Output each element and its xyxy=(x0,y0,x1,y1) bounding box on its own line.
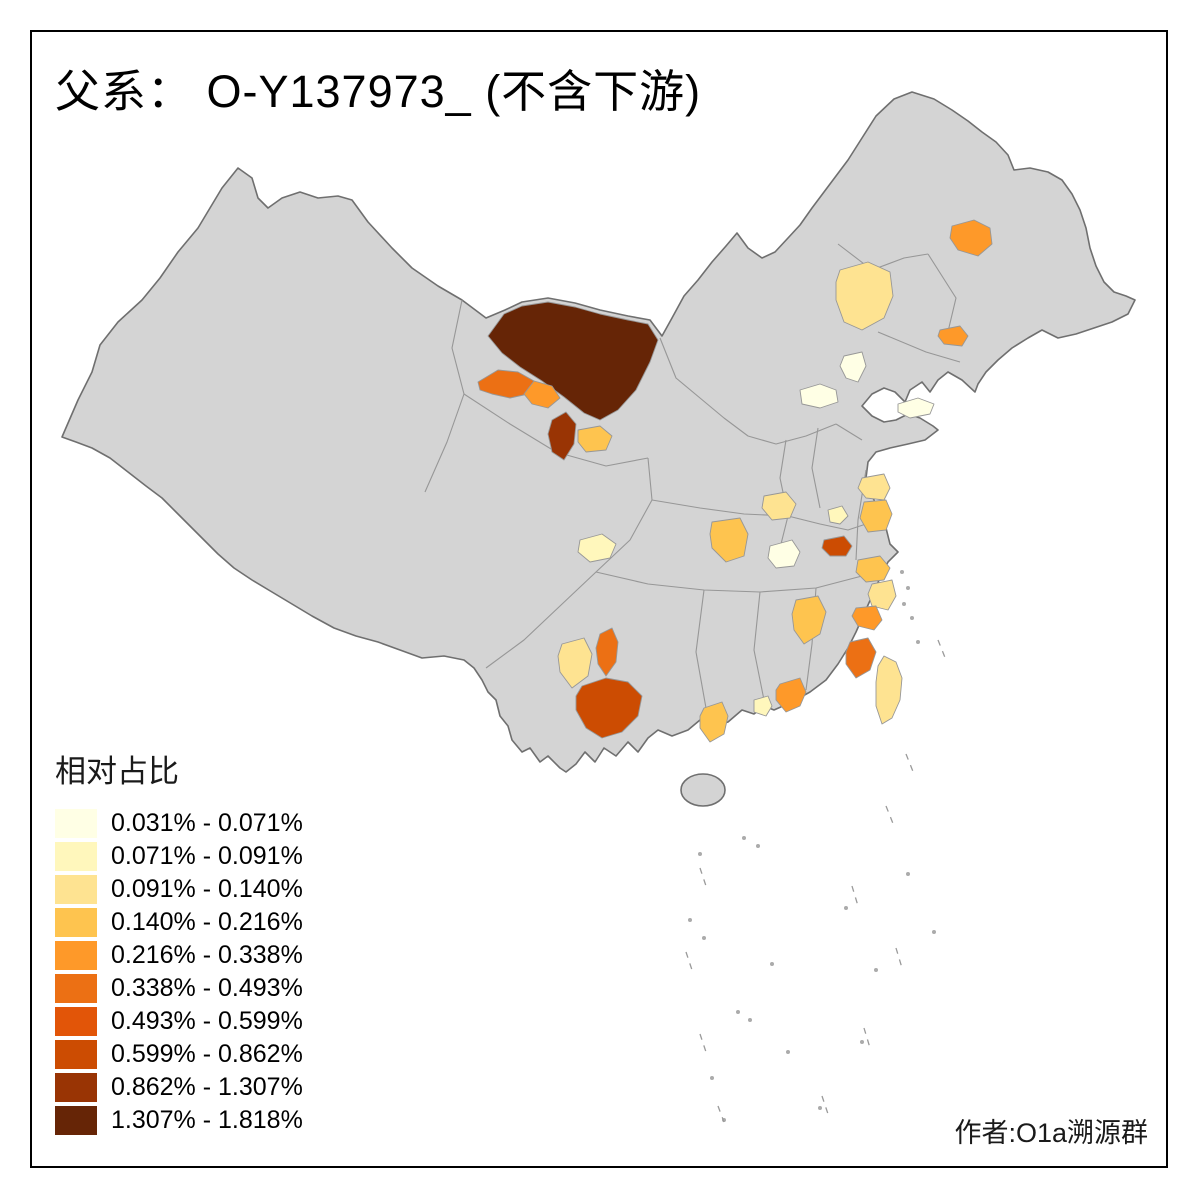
legend-row: 0.493% - 0.599% xyxy=(55,1005,303,1038)
map-region xyxy=(709,517,749,563)
legend-row: 0.071% - 0.091% xyxy=(55,840,303,873)
legend-swatch xyxy=(55,809,97,838)
legend-label: 0.031% - 0.071% xyxy=(111,809,303,837)
map-region xyxy=(897,397,935,419)
map-region xyxy=(767,539,801,569)
legend-swatch xyxy=(55,908,97,937)
legend-row: 0.338% - 0.493% xyxy=(55,972,303,1005)
author-credit: 作者:O1a溯源群 xyxy=(954,1118,1148,1148)
legend-row: 0.140% - 0.216% xyxy=(55,906,303,939)
legend-label: 0.599% - 0.862% xyxy=(111,1040,303,1068)
legend-row: 0.091% - 0.140% xyxy=(55,873,303,906)
map-region xyxy=(761,491,797,521)
legend-label: 0.862% - 1.307% xyxy=(111,1073,303,1101)
map-region xyxy=(859,499,893,533)
map-region xyxy=(851,605,883,631)
map-region xyxy=(937,325,969,347)
map-region xyxy=(821,535,853,557)
hainan-island-shape xyxy=(680,773,726,807)
legend-swatch xyxy=(55,1106,97,1135)
map-region xyxy=(575,677,643,739)
map-region xyxy=(839,351,867,383)
legend-swatch xyxy=(55,875,97,904)
map-region xyxy=(799,383,839,409)
legend-label: 0.140% - 0.216% xyxy=(111,908,303,936)
plot-title: 父系： O-Y137973_ (不含下游) xyxy=(55,66,702,117)
legend-row: 0.031% - 0.071% xyxy=(55,807,303,840)
map-region xyxy=(855,555,891,583)
legend-row: 0.216% - 0.338% xyxy=(55,939,303,972)
legend-swatch xyxy=(55,1007,97,1036)
legend-row: 0.599% - 0.862% xyxy=(55,1038,303,1071)
map-region xyxy=(487,301,659,421)
legend-label: 0.338% - 0.493% xyxy=(111,974,303,1002)
taiwan-island-region xyxy=(875,655,903,725)
map-region xyxy=(949,219,993,257)
map-region xyxy=(867,579,897,611)
map-region xyxy=(557,637,593,689)
legend: 相对占比 0.031% - 0.071% 0.071% - 0.091% 0.091… xyxy=(55,746,303,1137)
map-region xyxy=(845,637,877,679)
choropleth-regions xyxy=(477,219,993,743)
legend-items: 0.031% - 0.071% 0.071% - 0.091% 0.091% - 0… xyxy=(55,807,303,1137)
legend-title: 相对占比 xyxy=(55,754,179,789)
south-china-sea-islets xyxy=(685,570,947,1123)
map-region xyxy=(595,627,619,677)
legend-row: 1.307% - 1.818% xyxy=(55,1104,303,1137)
map-region xyxy=(523,380,561,409)
map-region xyxy=(547,411,577,461)
legend-row: 0.862% - 1.307% xyxy=(55,1071,303,1104)
legend-swatch xyxy=(55,842,97,871)
map-region xyxy=(753,695,773,717)
map-region xyxy=(791,595,827,645)
map-region xyxy=(835,261,894,331)
legend-swatch xyxy=(55,1073,97,1102)
legend-label: 0.216% - 0.338% xyxy=(111,941,303,969)
map-region xyxy=(577,425,613,453)
map-region xyxy=(775,677,807,713)
legend-label: 0.493% - 0.599% xyxy=(111,1007,303,1035)
map-region xyxy=(699,701,729,743)
map-region xyxy=(577,533,617,563)
legend-swatch xyxy=(55,974,97,1003)
legend-label: 1.307% - 1.818% xyxy=(111,1106,303,1134)
legend-label: 0.071% - 0.091% xyxy=(111,842,303,870)
map-region xyxy=(827,505,849,525)
legend-swatch xyxy=(55,1040,97,1069)
legend-swatch xyxy=(55,941,97,970)
legend-label: 0.091% - 0.140% xyxy=(111,875,303,903)
